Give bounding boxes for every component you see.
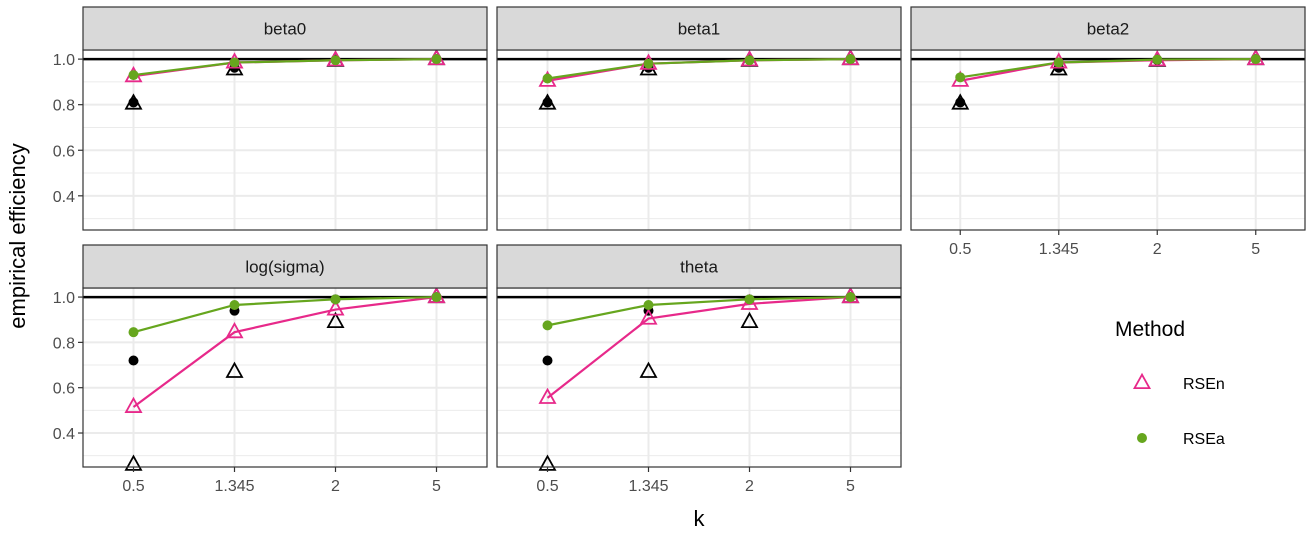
point-rsen: [124, 396, 143, 413]
x-tick-label: 0.5: [949, 241, 971, 258]
x-tick-label: 2: [331, 478, 340, 495]
legend-title: Method: [1115, 318, 1185, 341]
facet-strip: [910, 6, 1306, 51]
axes-layer: 0.4 0.6 0.8 1.0 0.5 1.345 2 5 0.4 0.6 0.8 1.0 0.5 1.3…: [53, 52, 1261, 495]
point-rsen: [225, 321, 244, 339]
point-rsea: [955, 72, 966, 83]
series-line-rsea: [547, 58, 851, 80]
facet-strip: [82, 244, 488, 289]
y-tick-label: 0.4: [53, 426, 75, 443]
facet-title: beta2: [1087, 20, 1130, 39]
y-tick-label: 1.0: [53, 52, 75, 69]
facet-strip: [496, 244, 902, 289]
legend-key-rsea: [1137, 433, 1147, 443]
point-rsea: [330, 294, 341, 305]
point-rsen: [538, 387, 557, 404]
facet-title: beta1: [678, 20, 721, 39]
y-axis-label: empirical efficiency: [5, 143, 30, 328]
series-line-rsea: [133, 295, 437, 334]
reference-filled-circle: [128, 97, 139, 108]
point-rsea: [229, 299, 240, 310]
y-tick-label: 0.6: [53, 381, 75, 398]
y-tick-label: 1.0: [53, 290, 75, 307]
point-rsea: [1053, 57, 1064, 68]
reference-open-triangle: [740, 311, 759, 329]
reference-open-triangle: [225, 361, 244, 378]
point-rsea: [845, 54, 856, 65]
reference-open-triangle: [326, 311, 345, 329]
x-tick-label: 5: [1251, 241, 1260, 258]
panels-layer: beta0 beta1 beta2 log(sigma) theta: [82, 6, 1306, 471]
series-line-rsea: [547, 295, 851, 327]
point-rsea: [643, 58, 654, 69]
point-rsea: [330, 55, 341, 66]
facet-title: beta0: [264, 20, 307, 39]
legend-label: RSEa: [1183, 431, 1225, 448]
x-tick-label: 2: [1153, 241, 1162, 258]
panel-beta1: beta1: [496, 6, 902, 231]
panel-background: [497, 288, 901, 467]
point-rsea: [128, 327, 139, 338]
x-tick-label: 1.345: [1039, 241, 1079, 258]
facet-title: log(sigma): [245, 258, 324, 277]
x-tick-label: 2: [745, 478, 754, 495]
point-rsen: [639, 308, 658, 325]
facet-strip: [496, 6, 902, 51]
y-tick-label: 0.4: [53, 189, 75, 206]
panel-log-sigma-: log(sigma): [82, 244, 488, 471]
panel-background: [911, 50, 1305, 230]
series-line-rsea: [133, 58, 437, 77]
point-rsea: [431, 292, 442, 303]
x-tick-label: 5: [432, 478, 441, 495]
panel-beta2: beta2: [910, 6, 1306, 231]
reference-open-triangle: [639, 361, 658, 378]
y-tick-label: 0.8: [53, 335, 75, 352]
legend-label: RSEn: [1183, 376, 1225, 393]
point-rsea: [542, 73, 553, 84]
point-rsea: [744, 294, 755, 305]
reference-filled-circle: [128, 355, 139, 366]
reference-filled-circle: [955, 97, 966, 108]
point-rsea: [542, 320, 553, 331]
facet-strip: [82, 6, 488, 51]
point-rsea: [229, 57, 240, 68]
point-rsen: [326, 299, 345, 316]
point-rsea: [845, 292, 856, 303]
point-rsea: [431, 54, 442, 65]
point-rsea: [1152, 54, 1163, 65]
panel-background: [497, 50, 901, 230]
series-line-rsen: [132, 295, 437, 408]
x-axis-label: k: [694, 506, 706, 531]
point-rsea: [1250, 54, 1261, 65]
reference-filled-circle: [542, 355, 553, 366]
x-tick-label: 1.345: [628, 478, 668, 495]
panel-background: [83, 50, 487, 230]
x-tick-label: 0.5: [536, 478, 558, 495]
panel-beta0: beta0: [82, 6, 488, 231]
legend: Method RSEn RSEa: [1115, 318, 1225, 448]
panel-theta: theta: [496, 244, 902, 471]
facet-title: theta: [680, 258, 718, 277]
series-line-rsen: [546, 295, 851, 399]
point-rsea: [744, 55, 755, 66]
reference-filled-circle: [542, 97, 553, 108]
y-tick-label: 0.6: [53, 143, 75, 160]
x-tick-label: 5: [846, 478, 855, 495]
point-rsea: [643, 299, 654, 310]
legend-key-rsen: [1132, 372, 1152, 390]
series-line-rsea: [960, 58, 1256, 79]
point-rsea: [128, 70, 139, 81]
x-tick-label: 0.5: [122, 478, 144, 495]
panel-background: [83, 288, 487, 467]
y-tick-label: 0.8: [53, 98, 75, 115]
x-tick-label: 1.345: [214, 478, 254, 495]
